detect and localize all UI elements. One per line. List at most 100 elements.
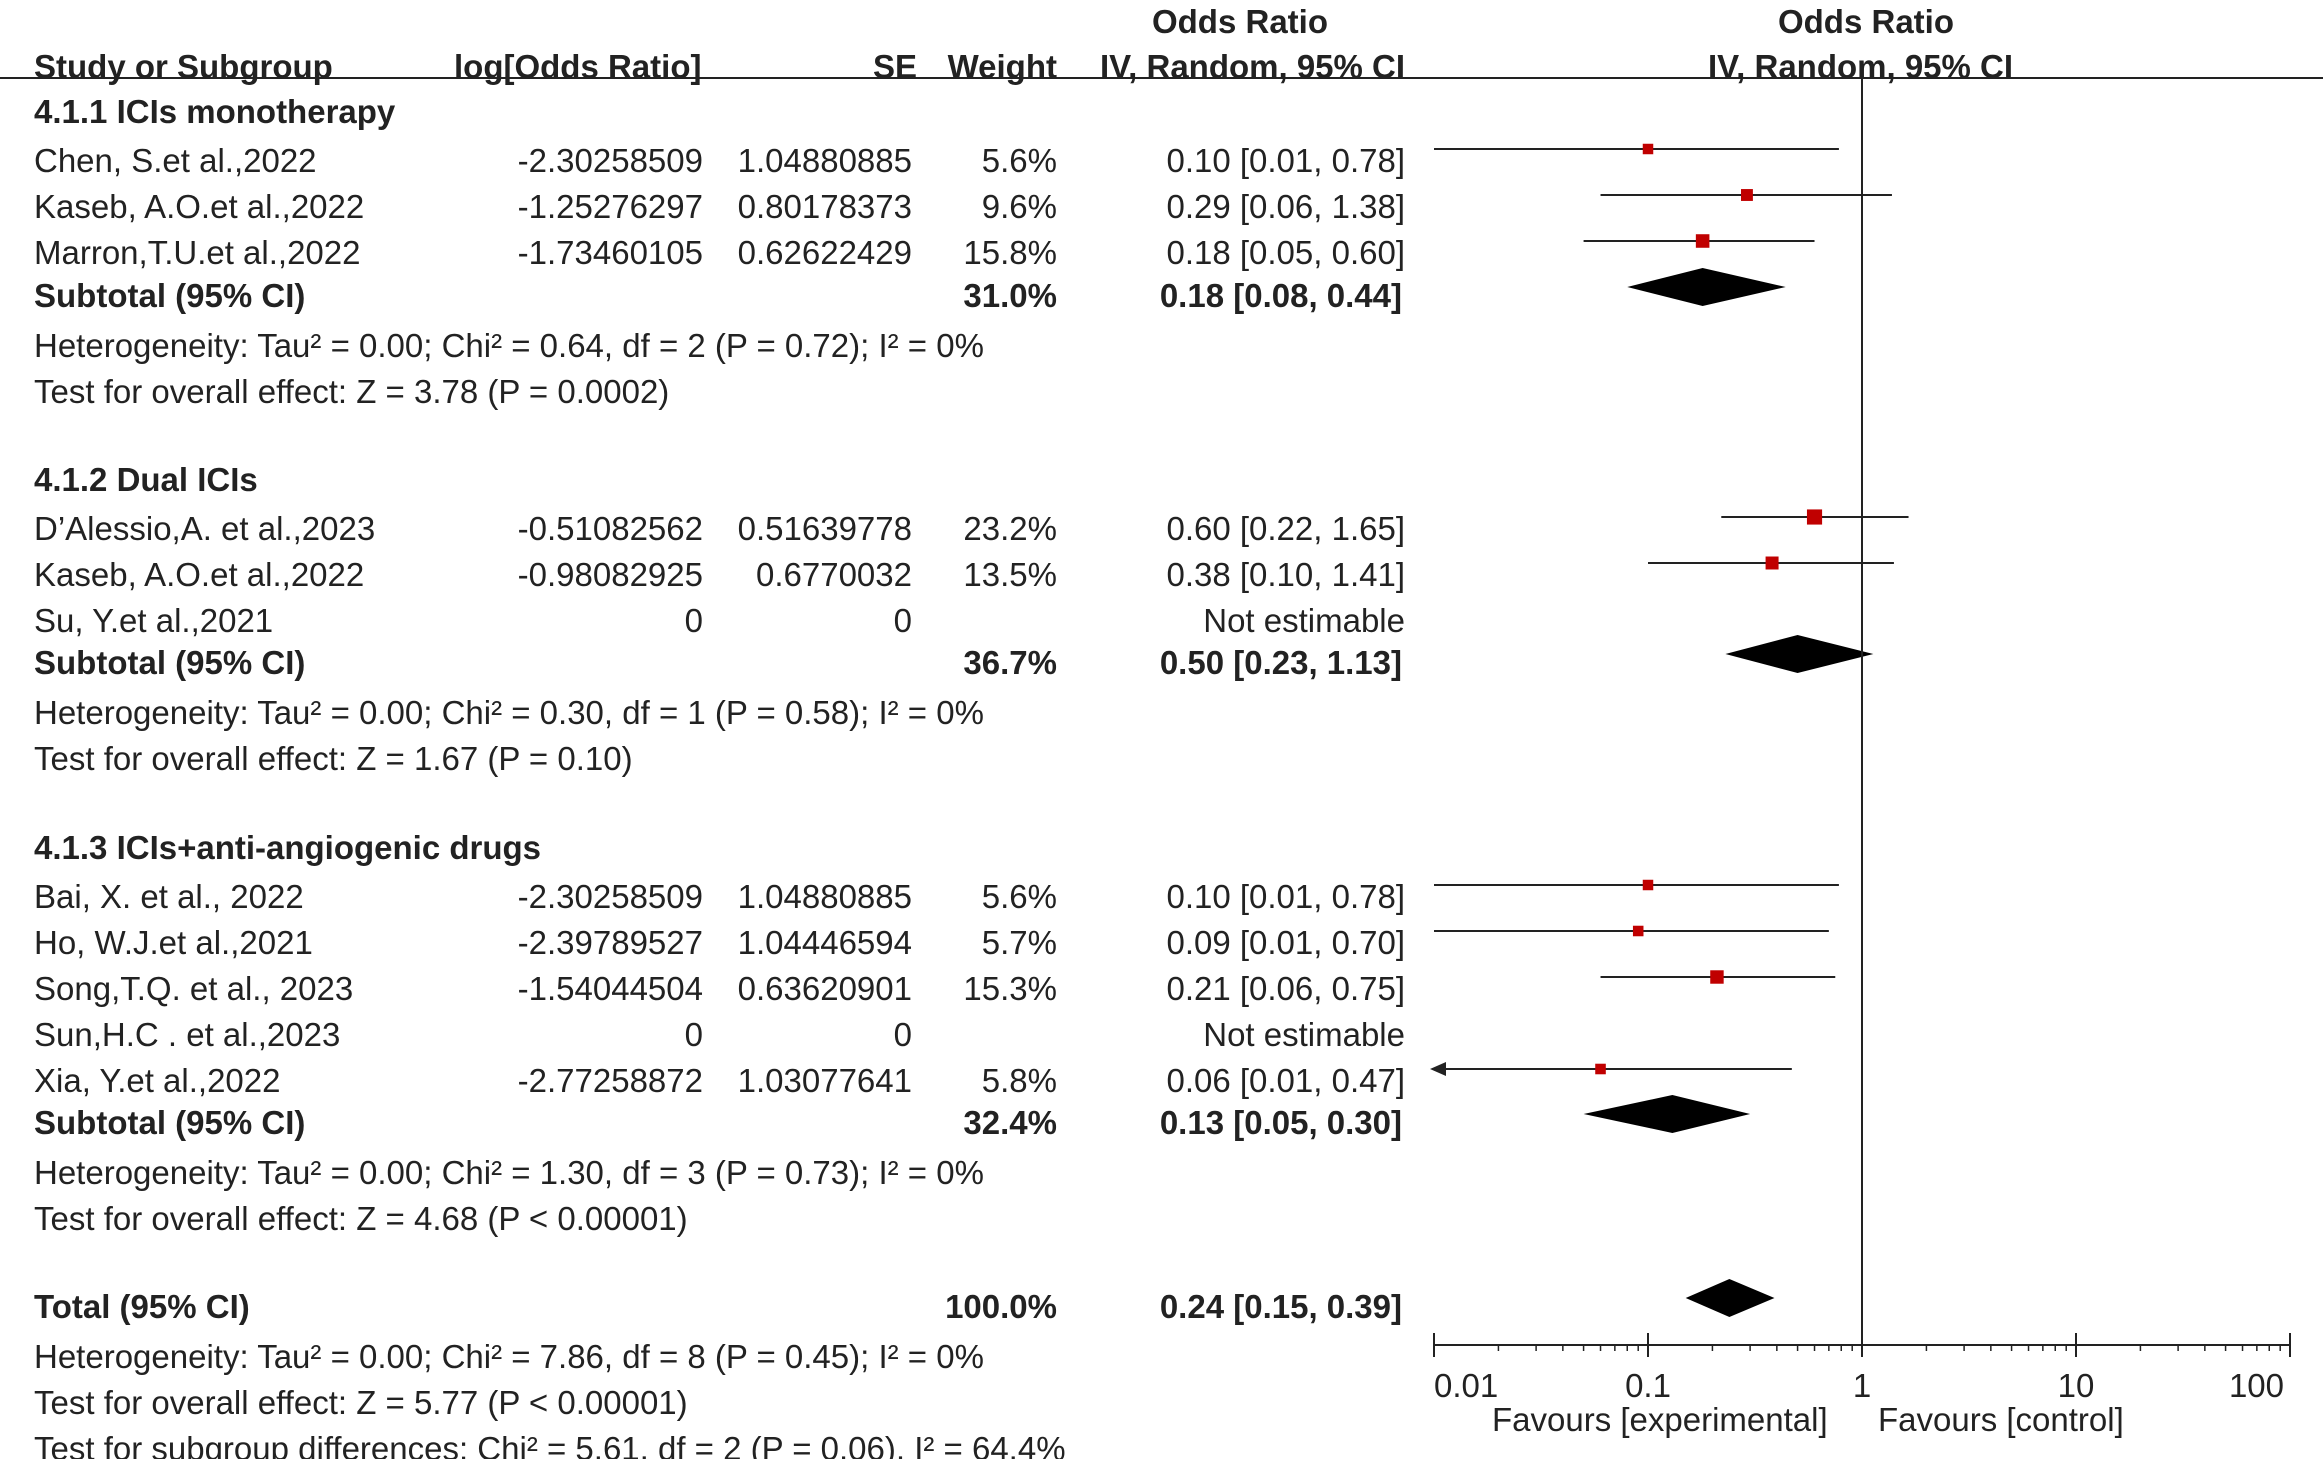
subtotal-diamond [1725, 635, 1874, 673]
study-se: 0.62622429 [737, 234, 912, 271]
study-marker [1642, 879, 1654, 891]
study-ci: 0.29 [0.06, 1.38] [1166, 188, 1405, 225]
study-se: 1.04880885 [737, 142, 912, 179]
total-weight: 100.0% [945, 1288, 1057, 1325]
study-name: Chen, S.et al.,2022 [34, 142, 317, 179]
total-label: Total (95% CI) [34, 1288, 250, 1325]
subtotal-label: Subtotal (95% CI) [34, 644, 306, 681]
study-se: 0.80178373 [737, 188, 912, 225]
x-axis: 0.01 0.1 1 10 100 [1433, 78, 2291, 1404]
study-weight: 13.5% [963, 556, 1057, 593]
ci-arrow [1430, 1062, 1446, 1076]
overall-effect-text: Test for overall effect: Z = 4.68 (P < 0… [34, 1200, 688, 1237]
study-marker [1695, 234, 1710, 248]
study-marker [1642, 143, 1654, 155]
study-weight: 5.7% [981, 924, 1057, 961]
study-weight: 15.8% [963, 234, 1057, 271]
study-ci: Not estimable [1203, 602, 1405, 639]
subtotal-weight: 31.0% [963, 277, 1057, 314]
study-name: Su, Y.et al.,2021 [34, 602, 274, 639]
study-weight: 5.6% [981, 142, 1057, 179]
study-ci: 0.06 [0.01, 0.47] [1166, 1062, 1405, 1099]
study-logor: -2.77258872 [517, 1062, 703, 1099]
favours-experimental-label: Favours [experimental] [1492, 1401, 1828, 1438]
x-axis-tick-label: 10 [2058, 1367, 2095, 1404]
subtotal-weight: 36.7% [963, 644, 1057, 681]
study-name: Kaseb, A.O.et al.,2022 [34, 556, 365, 593]
study-ci: 0.18 [0.05, 0.60] [1166, 234, 1405, 271]
study-name: Xia, Y.et al.,2022 [34, 1062, 281, 1099]
total-overall-effect-text: Test for overall effect: Z = 5.77 (P < 0… [34, 1384, 688, 1421]
heterogeneity-text: Heterogeneity: Tau² = 0.00; Chi² = 1.30,… [34, 1154, 984, 1191]
study-logor: -2.30258509 [517, 878, 703, 915]
study-se: 1.04446594 [737, 924, 912, 961]
study-name: Ho, W.J.et al.,2021 [34, 924, 313, 961]
x-axis-tick-label: 100 [2229, 1367, 2284, 1404]
study-name: Bai, X. et al., 2022 [34, 878, 304, 915]
or-header-left: Odds Ratio [1151, 3, 1328, 40]
subgroup-title: 4.1.3 ICIs+anti-angiogenic drugs [34, 829, 542, 866]
total-diamond [1685, 1279, 1775, 1317]
study-se: 0 [893, 602, 912, 639]
study-se: 1.04880885 [737, 878, 912, 915]
study-logor: -1.25276297 [517, 188, 703, 225]
study-se: 0.6770032 [756, 556, 912, 593]
total-heterogeneity-text: Heterogeneity: Tau² = 0.00; Chi² = 7.86,… [34, 1338, 984, 1375]
study-logor: -1.54044504 [517, 970, 703, 1007]
subtotal-label: Subtotal (95% CI) [34, 1104, 306, 1141]
x-axis-tick-label: 1 [1853, 1367, 1871, 1404]
subtotal-ci: 0.18 [0.08, 0.44] [1159, 277, 1402, 314]
heterogeneity-text: Heterogeneity: Tau² = 0.00; Chi² = 0.64,… [34, 327, 984, 364]
study-name: D’Alessio,A. et al.,2023 [34, 510, 376, 547]
study-weight: 5.6% [981, 878, 1057, 915]
study-logor: -0.98082925 [517, 556, 703, 593]
favours-control-label: Favours [control] [1878, 1401, 2124, 1438]
x-axis-tick-label: 0.01 [1434, 1367, 1498, 1404]
total-ci: 0.24 [0.15, 0.39] [1159, 1288, 1402, 1325]
study-se: 1.03077641 [737, 1062, 912, 1099]
heterogeneity-text: Heterogeneity: Tau² = 0.00; Chi² = 0.30,… [34, 694, 984, 731]
study-logor: 0 [684, 602, 703, 639]
study-ci: 0.38 [0.10, 1.41] [1166, 556, 1405, 593]
or-header-right: Odds Ratio [1777, 3, 1954, 40]
overall-effect-text: Test for overall effect: Z = 1.67 (P = 0… [34, 740, 633, 777]
study-name: Song,T.Q. et al., 2023 [34, 970, 354, 1007]
study-name: Kaseb, A.O.et al.,2022 [34, 188, 365, 225]
study-ci: 0.09 [0.01, 0.70] [1166, 924, 1405, 961]
subtotal-weight: 32.4% [963, 1104, 1057, 1141]
subtotal-diamond [1583, 1095, 1751, 1133]
study-marker [1765, 556, 1779, 570]
subtotal-ci: 0.13 [0.05, 0.30] [1159, 1104, 1402, 1141]
study-logor: -2.39789527 [517, 924, 703, 961]
study-ci: Not estimable [1203, 1016, 1405, 1053]
subtotal-ci: 0.50 [0.23, 1.13] [1159, 644, 1402, 681]
study-name: Marron,T.U.et al.,2022 [34, 234, 361, 271]
study-logor: -0.51082562 [517, 510, 703, 547]
study-weight: 23.2% [963, 510, 1057, 547]
study-se: 0.63620901 [737, 970, 912, 1007]
study-marker [1806, 509, 1823, 525]
study-marker [1595, 1063, 1606, 1075]
study-se: 0.51639778 [737, 510, 912, 547]
subtotal-label: Subtotal (95% CI) [34, 277, 306, 314]
study-marker [1710, 970, 1724, 984]
subgroup-title: 4.1.1 ICIs monotherapy [34, 93, 396, 130]
study-weight: 5.8% [981, 1062, 1057, 1099]
subtotal-diamond [1627, 268, 1786, 306]
study-weight: 9.6% [981, 188, 1057, 225]
study-ci: 0.21 [0.06, 0.75] [1166, 970, 1405, 1007]
subgroup-differences-text: Test for subgroup differences: Chi² = 5.… [34, 1430, 1066, 1459]
overall-effect-text: Test for overall effect: Z = 3.78 (P = 0… [34, 373, 670, 410]
study-ci: 0.10 [0.01, 0.78] [1166, 142, 1405, 179]
study-se: 0 [893, 1016, 912, 1053]
study-ci: 0.60 [0.22, 1.65] [1166, 510, 1405, 547]
study-logor: -1.73460105 [517, 234, 703, 271]
x-axis-tick-label: 0.1 [1625, 1367, 1671, 1404]
study-logor: -2.30258509 [517, 142, 703, 179]
study-marker [1741, 189, 1753, 201]
study-logor: 0 [684, 1016, 703, 1053]
study-name: Sun,H.C . et al.,2023 [34, 1016, 341, 1053]
study-marker [1632, 925, 1644, 937]
subgroup-title: 4.1.2 Dual ICIs [34, 461, 258, 498]
